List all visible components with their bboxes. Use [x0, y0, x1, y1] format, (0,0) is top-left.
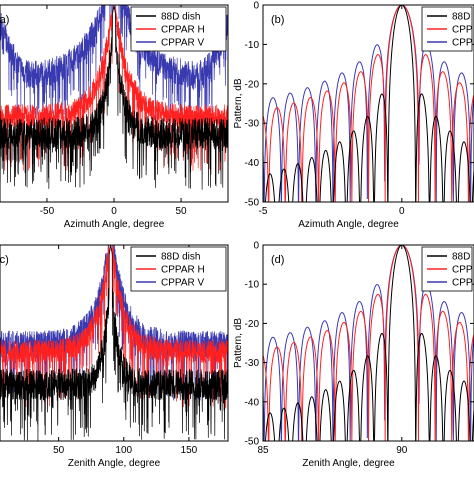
legend-entry: CPPAR H — [452, 265, 474, 276]
axes-frame — [262, 4, 474, 203]
x-axis-label: Zenith Angle, degree — [68, 458, 161, 469]
panel-a: -50 0 50 Azimuth Angle, degree (a) 88D dish CP… — [0, 4, 229, 230]
y-axis-label: Pattern, dB — [233, 78, 244, 128]
x-tick-label: 0 — [111, 206, 117, 217]
plot-area — [0, 5, 228, 190]
x-axis-label: Azimuth Angle, degree — [64, 219, 165, 230]
y-tick-label: -40 — [245, 397, 260, 408]
y-tick-label: 0 — [253, 241, 259, 252]
plot-area — [263, 5, 474, 202]
y-tick-label: -40 — [245, 158, 260, 169]
panel-label: (d) — [271, 254, 284, 266]
x-tick-label: -5 — [259, 206, 268, 217]
axes-frame — [262, 244, 474, 442]
legend-entry: 88D dish — [161, 12, 200, 23]
x-tick-label: 90 — [396, 445, 408, 456]
x-tick-label: 100 — [115, 445, 132, 456]
y-tick-label: -20 — [245, 79, 260, 90]
y-tick-label: -30 — [245, 119, 260, 130]
y-tick-label: -10 — [245, 40, 260, 51]
x-axis-label: Azimuth Angle, degree — [298, 219, 399, 230]
legend: 88D dish CPPAR H CPPAR V — [421, 246, 474, 292]
series-cppar-h-line — [263, 245, 474, 441]
plot-area — [263, 245, 474, 441]
legend-entry: 88D dish — [452, 12, 474, 23]
series-88d-dish-line — [263, 5, 474, 202]
panel-label: (b) — [271, 14, 284, 26]
y-tick-label: -50 — [245, 437, 260, 448]
series-cppar-v-line — [0, 5, 228, 131]
legend-entry: CPPAR H — [452, 25, 474, 36]
y-tick-label: -20 — [245, 319, 260, 330]
y-tick-label: 0 — [253, 1, 259, 12]
panel-label: (a) — [0, 14, 9, 26]
legend-box — [130, 6, 227, 52]
x-tick-label: 0 — [399, 206, 405, 217]
panel-label: (c) — [0, 254, 9, 266]
legend: 88D dish CPPAR H CPPAR V — [130, 246, 227, 292]
legend-entry: CPPAR V — [452, 38, 474, 49]
legend-entry: CPPAR H — [161, 265, 205, 276]
legend-entry: 88D dish — [452, 252, 474, 263]
legend-entry: CPPAR H — [161, 25, 205, 36]
y-tick-label: -50 — [245, 198, 260, 209]
series-88d-dish-line — [263, 245, 474, 441]
legend: 88D dish CPPAR H CPPAR V — [130, 6, 227, 52]
x-tick-label: 85 — [257, 445, 269, 456]
legend: 88D dish CPPAR H CPPAR V — [421, 6, 474, 52]
x-tick-label: 150 — [181, 445, 198, 456]
series-88d-dish-line — [0, 5, 228, 190]
axes-frame — [0, 244, 229, 442]
x-tick-label: -50 — [40, 206, 55, 217]
series-cppar-h-line — [0, 245, 228, 409]
x-tick-label: 50 — [175, 206, 187, 217]
panel-c: 50 100 150 Zenith Angle, degree (c) 88D dish C… — [0, 244, 229, 469]
series-88d-dish-line — [0, 245, 228, 441]
y-tick-label: -30 — [245, 358, 260, 369]
x-tick-label: 50 — [53, 445, 65, 456]
series-cppar-h-line — [263, 5, 474, 202]
y-axis-label: Pattern, dB — [233, 318, 244, 368]
legend-entry: 88D dish — [161, 252, 200, 263]
x-axis-label: Zenith Angle, degree — [302, 458, 395, 469]
y-tick-label: -10 — [245, 280, 260, 291]
legend-entry: CPPAR V — [452, 278, 474, 289]
plot-area — [0, 245, 228, 441]
legend-entry: CPPAR V — [161, 278, 204, 289]
panel-d: 85 90 0 -10 -20 -30 -40 -50 Zenith Angle, degree… — [233, 241, 474, 469]
legend-entry: CPPAR V — [161, 38, 204, 49]
